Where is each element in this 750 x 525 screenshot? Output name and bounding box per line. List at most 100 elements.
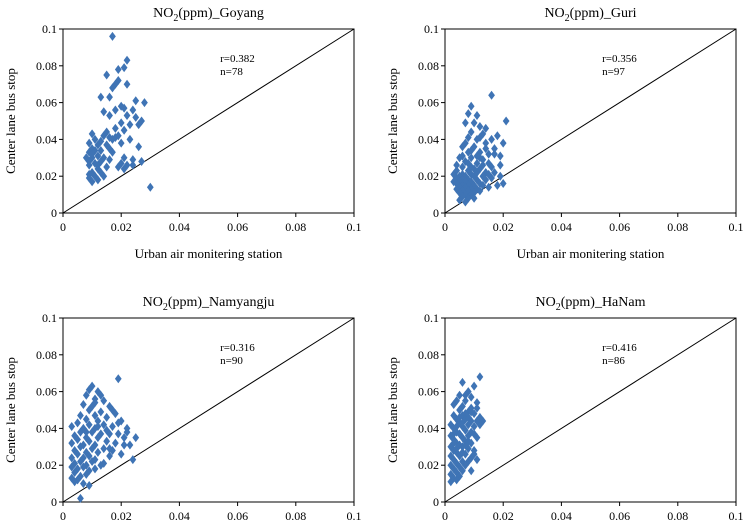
data-point <box>479 160 487 170</box>
data-point <box>456 390 463 400</box>
data-point <box>470 422 478 432</box>
data-point <box>94 151 102 161</box>
data-point <box>494 180 501 190</box>
data-point <box>126 440 134 450</box>
data-point <box>467 466 475 476</box>
y-tick-label: 0 <box>433 495 439 509</box>
data-point <box>488 90 495 100</box>
data-point <box>450 429 458 439</box>
data-point <box>74 434 81 444</box>
data-point <box>71 477 79 487</box>
data-point <box>467 392 475 402</box>
data-point <box>464 133 472 143</box>
data-point <box>467 127 475 137</box>
sample-size-annotation: n=97 <box>602 66 625 78</box>
data-point <box>141 98 148 108</box>
data-point <box>456 195 463 205</box>
data-point <box>106 155 113 165</box>
data-point <box>103 162 111 172</box>
data-point <box>491 144 498 154</box>
y-axis-label: Center lane bus stop <box>3 68 18 174</box>
data-point <box>461 390 469 400</box>
data-point <box>473 455 481 465</box>
scatter-panel: 0 0.02 0.04 0.06 0.08 0.1 0 0.02 0.04 0.06 0.08 0.1… <box>385 6 744 261</box>
data-point <box>132 96 140 106</box>
data-point <box>74 418 81 428</box>
y-tick-label: 0.06 <box>36 96 57 110</box>
data-point <box>485 182 493 192</box>
chart-title-suffix: (ppm)_HaNam <box>561 295 646 310</box>
data-point <box>482 138 490 148</box>
x-tick-label: 0.1 <box>347 509 362 523</box>
data-point <box>120 63 128 73</box>
data-point <box>106 92 113 102</box>
data-point <box>126 120 134 130</box>
data-point <box>453 160 461 170</box>
data-point <box>447 477 455 487</box>
data-point <box>459 447 466 457</box>
data-point <box>479 180 487 190</box>
chart-title-subscript: 2 <box>163 302 168 313</box>
y-tick-label: 0.02 <box>418 458 439 472</box>
chart-title-subscript: 2 <box>565 13 570 24</box>
data-point <box>100 420 108 430</box>
sample-size-annotation: n=78 <box>220 66 243 78</box>
data-point <box>71 468 79 478</box>
data-point <box>117 118 125 128</box>
reference-line <box>444 317 737 503</box>
y-tick-label: 0.08 <box>36 348 57 362</box>
data-point <box>120 125 128 135</box>
y-tick-label: 0.06 <box>36 385 57 399</box>
data-point <box>91 464 99 474</box>
scatter-panel: 0 0.02 0.04 0.06 0.08 0.1 0 0.02 0.04 0.06 0.08 0.1… <box>3 295 362 523</box>
data-point <box>100 396 108 406</box>
data-point <box>82 469 90 479</box>
data-point <box>106 444 113 454</box>
data-point <box>459 151 466 161</box>
data-point <box>123 110 131 120</box>
data-point <box>470 118 478 128</box>
x-tick-label: 0.04 <box>551 509 572 523</box>
data-point <box>450 169 458 179</box>
data-point <box>103 412 111 422</box>
data-point <box>94 416 102 426</box>
data-point <box>473 158 481 168</box>
data-point <box>123 427 131 437</box>
y-tick-label: 0.04 <box>36 421 57 435</box>
x-tick-label: 0.1 <box>729 509 744 523</box>
chart-title-suffix: (ppm)_Goyang <box>178 6 264 21</box>
data-point <box>129 455 137 465</box>
data-point <box>103 436 111 446</box>
y-tick-label: 0.1 <box>42 22 57 36</box>
y-tick-label: 0 <box>433 206 439 220</box>
data-point <box>109 134 116 144</box>
data-point <box>97 145 105 155</box>
data-point <box>482 175 490 185</box>
data-point <box>467 101 475 111</box>
data-point <box>491 168 498 178</box>
data-point <box>77 442 84 452</box>
chart-title: NO2(ppm)_HaNam <box>536 295 646 313</box>
data-point <box>97 390 105 400</box>
data-point <box>94 140 102 150</box>
data-point <box>459 418 466 428</box>
data-point <box>473 398 481 408</box>
data-point <box>114 429 122 439</box>
data-point <box>456 412 463 422</box>
data-point <box>97 92 105 102</box>
data-point <box>470 381 478 391</box>
data-point <box>97 156 105 166</box>
data-point <box>68 453 76 463</box>
chart-title-prefix: NO <box>143 295 163 310</box>
chart-title-prefix: NO <box>153 6 173 21</box>
data-point <box>126 134 134 144</box>
scatter-panel: 0 0.02 0.04 0.06 0.08 0.1 0 0.02 0.04 0.06 0.08 0.1… <box>3 6 362 261</box>
data-point <box>461 396 469 406</box>
chart-title-suffix: (ppm)_Namyangju <box>168 295 275 310</box>
x-tick-label: 0.08 <box>285 509 306 523</box>
data-point <box>85 480 93 490</box>
data-point <box>88 444 96 454</box>
correlation-annotation: r=0.382 <box>220 53 255 65</box>
data-point <box>88 427 96 437</box>
